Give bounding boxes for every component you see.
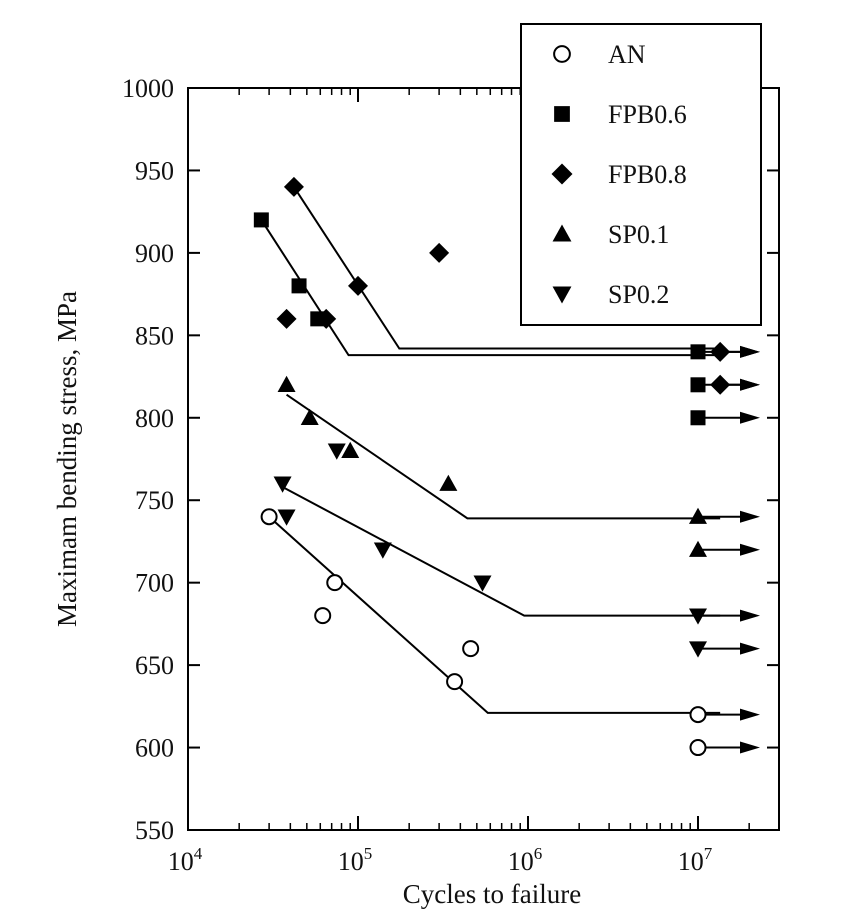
runout-arrow-head [740, 708, 760, 721]
y-axis-label: Maximam bending stress, MPa [52, 291, 82, 627]
runout-point-FPB0.6 [690, 377, 706, 393]
x-tick-label: 107 [678, 844, 713, 876]
runout-point-AN [689, 706, 707, 724]
runout-point-FPB0.8 [710, 341, 731, 362]
runout-arrow-head [740, 378, 760, 391]
y-tick-label: 650 [135, 651, 174, 680]
x-tick-label: 104 [168, 844, 203, 876]
runout-point-SP0.1 [689, 507, 707, 524]
legend-marker-FPB0.8 [551, 163, 573, 185]
fit-line-FPB0.8 [293, 186, 721, 350]
legend-label-SP0.2: SP0.2 [608, 280, 669, 309]
point-AN [446, 673, 464, 691]
legend-marker-FPB0.6 [554, 106, 570, 122]
point-FPB0.8 [429, 242, 450, 263]
point-SP0.2 [327, 443, 346, 460]
runout-point-FPB0.6 [690, 410, 706, 426]
runout-point-FPB0.6 [690, 344, 706, 360]
legend-marker-AN [553, 45, 571, 63]
point-AN [314, 607, 332, 625]
data-markers [253, 176, 731, 757]
runout-arrow-head [740, 609, 760, 622]
y-tick-label: 850 [135, 321, 174, 350]
point-FPB0.8 [348, 275, 368, 296]
runout-arrows [698, 345, 760, 754]
point-SP0.2 [277, 509, 296, 526]
x-axis-label: Cycles to failure [403, 879, 581, 909]
runout-point-AN [689, 739, 707, 757]
legend-label-FPB0.8: FPB0.8 [608, 160, 687, 189]
y-tick-label: 600 [135, 734, 174, 763]
runout-point-SP0.1 [689, 540, 707, 557]
legend-label-FPB0.6: FPB0.6 [608, 100, 687, 129]
runout-arrow-head [740, 741, 760, 754]
x-tick-label: 106 [508, 844, 543, 876]
y-tick-label: 950 [135, 156, 174, 185]
point-FPB0.6 [253, 212, 269, 228]
runout-arrow-head [740, 642, 760, 655]
fit-line-SP0.1 [285, 393, 721, 520]
point-AN [260, 508, 278, 526]
legend-marker-SP0.2 [552, 286, 572, 304]
point-AN [326, 574, 344, 592]
point-FPB0.8 [316, 308, 337, 329]
point-SP0.2 [373, 542, 392, 559]
x-tick-labels: 104 105 106 107 [168, 844, 713, 876]
x-tick-label: 105 [338, 844, 373, 876]
point-FPB0.8 [276, 308, 297, 329]
point-SP0.1 [439, 474, 458, 491]
fit-line-FPB0.6 [260, 219, 721, 357]
runout-arrow-head [740, 345, 760, 358]
point-SP0.1 [341, 441, 360, 458]
y-tick-labels: 550 600 650 700 750 800 850 900 950 1000 [122, 74, 174, 845]
legend-label-SP0.1: SP0.1 [608, 220, 669, 249]
runout-point-SP0.2 [689, 608, 707, 625]
runout-arrow-head [740, 411, 760, 424]
fit-line-SP0.2 [282, 486, 721, 617]
y-tick-label: 750 [135, 486, 174, 515]
y-tick-label: 550 [135, 816, 174, 845]
runout-arrow-head [740, 543, 760, 556]
point-SP0.2 [473, 575, 492, 592]
point-SP0.1 [277, 375, 296, 392]
y-tick-label: 800 [135, 404, 174, 433]
legend-label-AN: AN [608, 40, 646, 69]
y-tick-label: 1000 [122, 74, 174, 103]
plot-frame [187, 87, 780, 831]
point-AN [462, 640, 480, 658]
point-FPB0.6 [291, 278, 307, 294]
fit-lines [260, 186, 721, 714]
legend-marker-SP0.1 [552, 224, 572, 242]
y-tick-label: 900 [135, 239, 174, 268]
y-tick-label: 700 [135, 569, 174, 598]
point-FPB0.8 [283, 176, 304, 197]
legend: AN FPB0.6 FPB0.8 SP0.1 SP0.2 [520, 23, 762, 326]
point-SP0.1 [300, 408, 319, 425]
runout-point-SP0.2 [689, 641, 707, 658]
runout-point-FPB0.8 [710, 374, 731, 395]
point-SP0.2 [273, 476, 292, 493]
axis-ticks [187, 87, 779, 831]
runout-arrow-head [740, 510, 760, 523]
